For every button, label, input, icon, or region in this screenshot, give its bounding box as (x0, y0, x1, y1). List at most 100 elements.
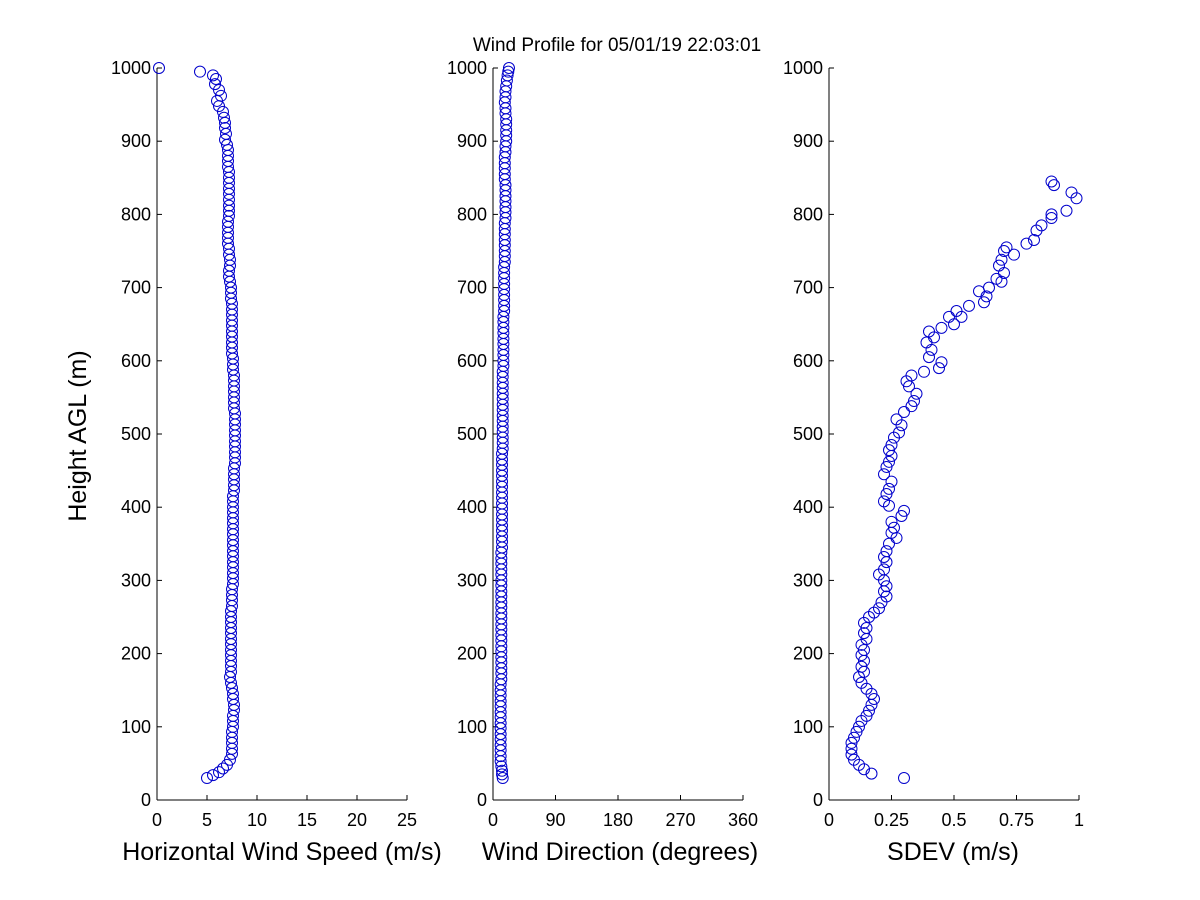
panel-speed-x-tick-label: 10 (247, 810, 267, 830)
panel-direction-x-tick-label: 90 (545, 810, 565, 830)
panel-direction-x-tick-label: 0 (488, 810, 498, 830)
panel-sdev-data-point (963, 299, 975, 312)
panel-sdev-y-tick-label: 600 (793, 351, 823, 371)
panel-sdev-x-tick-label: 0.75 (999, 810, 1034, 830)
panel-speed-x-tick-label: 20 (347, 810, 367, 830)
panel-speed-data-point (226, 747, 238, 760)
panel-speed-data-point (213, 100, 225, 113)
panel-sdev-data-point (883, 499, 895, 512)
panel-speed-y-tick-label: 600 (121, 351, 151, 371)
panel-direction-y-tick-label: 600 (457, 351, 487, 371)
panel-speed-data-point (209, 78, 221, 91)
panel-sdev-y-tick-label: 700 (793, 278, 823, 298)
panel-sdev-data-point (943, 310, 955, 323)
panel-sdev-y-tick-label: 1000 (783, 58, 823, 78)
panel-sdev-data-point (1060, 204, 1073, 217)
panel-sdev-data-point (1070, 192, 1083, 205)
panel-speed-y-tick-label: 900 (121, 131, 151, 151)
panel-sdev-data-point (995, 275, 1008, 288)
panel-sdev-data-point (855, 649, 868, 662)
panel-speed-data-point (221, 758, 233, 771)
panel-sdev-x-tick-label: 1 (1074, 810, 1084, 830)
panel-sdev-x-tick-label: 0.5 (941, 810, 966, 830)
panel-sdev-data-point (910, 387, 923, 400)
panel-sdev-data-point (850, 725, 863, 738)
panel-speed-data-point (201, 772, 213, 785)
panel-sdev-data-point (1048, 179, 1060, 192)
panel-speed-data-point (207, 69, 219, 82)
panel-speed-y-tick-label: 500 (121, 424, 151, 444)
panel-sdev-data-point (868, 692, 880, 705)
panel-sdev-x-tick-label: 0 (824, 810, 834, 830)
panel-direction-y-tick-label: 800 (457, 204, 487, 224)
panel-direction: 0 100 200 300 400 500 600 700 800 900 1000 0 90 180 27… (447, 58, 758, 866)
panel-speed-data-point (207, 769, 219, 782)
panel-speed-x-tick-label: 5 (202, 810, 212, 830)
panel-sdev-data-point (1045, 212, 1058, 225)
panel-sdev-data-point (895, 419, 908, 432)
panel-sdev-data-point (1020, 237, 1033, 250)
panel-sdev-data-point (935, 356, 948, 369)
panel-speed-data-point (194, 65, 206, 78)
panel-sdev-data-point (920, 336, 933, 349)
panel-sdev-y-tick-label: 900 (793, 131, 823, 151)
panel-sdev-data-point (883, 537, 895, 550)
panel-direction-y-tick-label: 500 (457, 424, 487, 444)
panel-sdev-data-point (885, 449, 898, 462)
panel-sdev-data-point (853, 671, 865, 684)
panel-direction-data-point (502, 62, 515, 74)
panel-sdev-data-point (923, 351, 935, 364)
panel-direction-data-point (494, 755, 507, 768)
panel-direction-data-point (496, 768, 509, 781)
panel-speed-data-point (217, 762, 229, 775)
panel-direction-y-tick-label: 1000 (447, 58, 487, 78)
panel-speed-ylabel: Height AGL (m) (64, 350, 92, 521)
panel-sdev-data-point (1030, 224, 1043, 237)
panel-sdev-data-point (898, 406, 910, 419)
panel-direction-data-point (502, 65, 515, 78)
panel-speed-data-point (218, 111, 230, 124)
panel-speed-data-point (213, 766, 225, 779)
panel-sdev-data-point (880, 488, 893, 501)
panel-sdev-data-point (980, 290, 993, 303)
panel-speed-y-tick-label: 400 (121, 497, 151, 517)
panel-sdev-data-point (878, 468, 890, 481)
panel-sdev-data-point (885, 475, 898, 488)
panel-sdev-data-point (903, 380, 915, 393)
panel-sdev-data-point (993, 259, 1005, 272)
panel-sdev-data-point (918, 365, 930, 378)
panel-speed-data-point (210, 72, 222, 85)
panel-sdev-data-point (1045, 208, 1058, 221)
panel-sdev-data-point (858, 627, 870, 640)
panel-direction-y-tick-label: 100 (457, 717, 487, 737)
panel-direction-y-tick-label: 200 (457, 644, 487, 664)
panel-direction-x-tick-label: 360 (728, 810, 758, 830)
panel-direction-y-tick-label: 400 (457, 497, 487, 517)
panel-sdev-data-point (948, 318, 960, 331)
panel-speed-data-point (223, 199, 235, 212)
panel-sdev-data-point (888, 431, 900, 444)
panel-sdev-y-tick-label: 800 (793, 204, 823, 224)
panel-speed-y-tick-label: 200 (121, 644, 151, 664)
panel-speed-data-point (153, 62, 165, 74)
panel-direction-y-tick-label: 900 (457, 131, 487, 151)
panel-speed-y-tick-label: 800 (121, 204, 151, 224)
panel-sdev-data-point (845, 742, 858, 755)
panel-sdev-data-point (925, 343, 938, 356)
panel-sdev-data-point (998, 266, 1010, 279)
figure-title: Wind Profile for 05/01/19 22:03:01 (473, 35, 761, 56)
panel-speed-axes: 0 100 200 300 400 500 600 700 800 900 1000 0 5 10 15 20… (111, 58, 417, 830)
panel-sdev-data-point (883, 444, 895, 457)
panel-direction-y-tick-label: 0 (477, 790, 487, 810)
panel-sdev-data-point (880, 556, 893, 569)
panel-sdev-axes: 0 100 200 300 400 500 600 700 800 900 1000 0 0.25 0.5… (783, 58, 1084, 830)
panel-sdev-data-point (955, 310, 968, 323)
panel-sdev-data-point (978, 296, 990, 309)
panel-sdev-data-point (905, 400, 918, 413)
panel-sdev-y-tick-label: 300 (793, 570, 823, 590)
panel-sdev-data-point (858, 763, 870, 776)
panel-sdev: 0 100 200 300 400 500 600 700 800 900 1000 0 0.25 0.5… (783, 58, 1084, 866)
panel-speed-markers (153, 62, 241, 785)
panel-speed-data-point (223, 187, 235, 200)
